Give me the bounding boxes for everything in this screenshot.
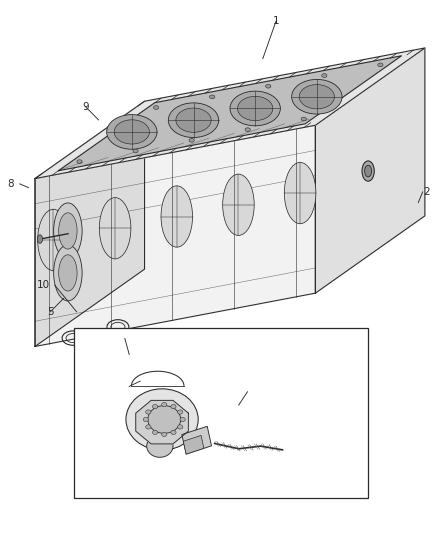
Ellipse shape bbox=[180, 417, 185, 422]
Ellipse shape bbox=[230, 91, 280, 126]
Ellipse shape bbox=[321, 74, 327, 77]
Ellipse shape bbox=[223, 174, 254, 236]
Ellipse shape bbox=[301, 117, 306, 121]
Ellipse shape bbox=[161, 186, 193, 247]
Polygon shape bbox=[35, 48, 425, 179]
Ellipse shape bbox=[378, 63, 383, 67]
Ellipse shape bbox=[133, 149, 138, 153]
Text: 11: 11 bbox=[114, 382, 127, 391]
Text: 3: 3 bbox=[126, 350, 133, 359]
Text: 1: 1 bbox=[272, 17, 279, 26]
Ellipse shape bbox=[152, 430, 158, 434]
Text: 2: 2 bbox=[424, 187, 431, 197]
Ellipse shape bbox=[153, 106, 159, 109]
Text: 5: 5 bbox=[47, 307, 54, 317]
Text: 8: 8 bbox=[7, 179, 14, 189]
Ellipse shape bbox=[143, 417, 148, 422]
Ellipse shape bbox=[292, 79, 342, 114]
Text: 10: 10 bbox=[37, 280, 50, 290]
Ellipse shape bbox=[126, 389, 198, 450]
Bar bbox=[74, 328, 368, 498]
Polygon shape bbox=[35, 216, 425, 346]
Ellipse shape bbox=[146, 425, 151, 429]
Polygon shape bbox=[35, 101, 145, 346]
Text: 9: 9 bbox=[82, 102, 89, 111]
Ellipse shape bbox=[299, 85, 335, 109]
Ellipse shape bbox=[146, 410, 151, 414]
Ellipse shape bbox=[171, 405, 176, 409]
Ellipse shape bbox=[284, 163, 316, 224]
Ellipse shape bbox=[152, 405, 158, 409]
Ellipse shape bbox=[177, 425, 183, 429]
Ellipse shape bbox=[362, 161, 374, 181]
Ellipse shape bbox=[59, 255, 77, 291]
Ellipse shape bbox=[177, 410, 183, 414]
Ellipse shape bbox=[237, 96, 273, 120]
Ellipse shape bbox=[53, 245, 82, 301]
Ellipse shape bbox=[176, 108, 211, 132]
Bar bbox=[182, 426, 212, 454]
Ellipse shape bbox=[364, 165, 371, 177]
Ellipse shape bbox=[162, 402, 167, 407]
Ellipse shape bbox=[148, 406, 180, 433]
Polygon shape bbox=[35, 125, 315, 346]
Ellipse shape bbox=[53, 203, 82, 259]
Ellipse shape bbox=[37, 235, 42, 243]
Ellipse shape bbox=[106, 115, 157, 149]
Ellipse shape bbox=[210, 95, 215, 99]
Ellipse shape bbox=[99, 198, 131, 259]
Ellipse shape bbox=[162, 432, 167, 437]
Text: 12: 12 bbox=[245, 387, 258, 397]
Ellipse shape bbox=[77, 160, 82, 164]
Ellipse shape bbox=[265, 84, 271, 88]
Ellipse shape bbox=[168, 103, 219, 138]
Polygon shape bbox=[145, 48, 425, 269]
Ellipse shape bbox=[38, 209, 69, 271]
Ellipse shape bbox=[147, 435, 173, 457]
Polygon shape bbox=[315, 48, 425, 293]
Bar bbox=[184, 435, 204, 454]
Ellipse shape bbox=[189, 139, 194, 142]
Ellipse shape bbox=[245, 128, 250, 132]
Ellipse shape bbox=[114, 120, 149, 144]
Polygon shape bbox=[58, 56, 402, 171]
Ellipse shape bbox=[171, 430, 176, 434]
Ellipse shape bbox=[59, 213, 77, 249]
Polygon shape bbox=[136, 400, 188, 444]
